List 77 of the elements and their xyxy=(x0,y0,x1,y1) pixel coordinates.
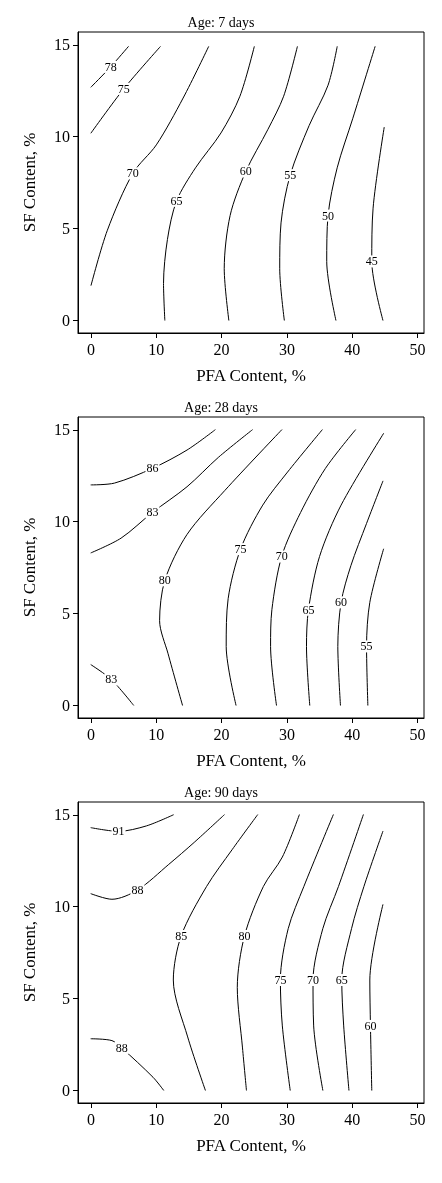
y-tick-label: 5 xyxy=(62,604,70,622)
y-tick-label: 0 xyxy=(62,1081,70,1099)
series-label: 75 xyxy=(234,542,247,557)
y-tick-label: 10 xyxy=(54,128,70,146)
x-tick-label: 40 xyxy=(344,725,361,743)
x-tick-label: 20 xyxy=(213,725,230,743)
y-tick-label: 5 xyxy=(62,219,70,237)
line-series xyxy=(236,814,300,1091)
x-tick-label: 10 xyxy=(148,725,165,743)
series-label: 70 xyxy=(275,549,288,564)
y-tick-label: 15 xyxy=(54,36,70,54)
x-tick-label: 40 xyxy=(344,340,361,358)
series-label: 78 xyxy=(104,59,117,74)
series-label: 85 xyxy=(175,928,188,943)
series-label: 83 xyxy=(146,505,159,520)
series-label: 80 xyxy=(238,928,251,943)
line-series xyxy=(90,429,253,554)
x-tick-label: 50 xyxy=(409,725,426,743)
line-series xyxy=(90,814,225,900)
series-label: 88 xyxy=(131,883,144,898)
series-label: 60 xyxy=(239,164,252,179)
x-tick-label: 0 xyxy=(87,1110,96,1128)
y-tick-label: 5 xyxy=(62,989,70,1007)
series-label: 55 xyxy=(360,639,373,654)
chart-title: Age: 90 days xyxy=(184,784,258,800)
x-tick-label: 20 xyxy=(213,340,230,358)
line-series xyxy=(223,46,298,321)
series-label: 75 xyxy=(117,81,130,96)
line-series xyxy=(279,46,338,321)
series-label: 60 xyxy=(335,595,348,610)
series-label: 70 xyxy=(126,166,139,181)
line-series xyxy=(270,429,356,706)
line-series xyxy=(225,429,323,706)
series-label: 75 xyxy=(274,973,287,988)
x-axis-title: PFA Content, % xyxy=(196,751,306,770)
x-tick-label: 10 xyxy=(148,1110,165,1128)
series-label: 65 xyxy=(335,973,348,988)
x-tick-label: 30 xyxy=(278,340,295,358)
x-tick-label: 20 xyxy=(213,1110,230,1128)
y-axis-title: SF Content, % xyxy=(20,517,39,618)
x-tick-label: 30 xyxy=(278,725,295,743)
chart-title: Age: 7 days xyxy=(187,14,255,30)
x-tick-label: 0 xyxy=(87,340,96,358)
x-tick-label: 30 xyxy=(278,1110,295,1128)
x-tick-label: 10 xyxy=(148,340,165,358)
line-series xyxy=(172,814,259,1091)
x-tick-label: 40 xyxy=(344,1110,361,1128)
series-label: 65 xyxy=(302,602,315,617)
y-axis-title: SF Content, % xyxy=(20,132,39,233)
series-label: 80 xyxy=(158,573,171,588)
y-axis-title: SF Content, % xyxy=(20,902,39,1003)
series-label: 55 xyxy=(284,168,297,183)
series-label: 60 xyxy=(364,1018,377,1033)
y-tick-label: 15 xyxy=(54,421,70,439)
x-tick-label: 50 xyxy=(409,1110,426,1128)
y-tick-label: 0 xyxy=(62,311,70,329)
line-series xyxy=(90,429,216,486)
series-label: 65 xyxy=(170,193,183,208)
series-label: 70 xyxy=(307,973,320,988)
series-label: 50 xyxy=(322,208,335,223)
y-tick-label: 10 xyxy=(54,513,70,531)
x-axis-title: PFA Content, % xyxy=(196,1136,306,1155)
series-label: 91 xyxy=(112,824,125,839)
series-label: 83 xyxy=(105,672,118,687)
y-tick-label: 0 xyxy=(62,696,70,714)
y-tick-label: 10 xyxy=(54,898,70,916)
x-tick-label: 0 xyxy=(87,725,96,743)
x-tick-label: 50 xyxy=(409,340,426,358)
line-series xyxy=(163,46,255,321)
line-series xyxy=(90,1038,165,1091)
series-label: 88 xyxy=(115,1040,128,1055)
y-tick-label: 15 xyxy=(54,806,70,824)
chart-title: Age: 28 days xyxy=(184,399,258,415)
series-label: 86 xyxy=(146,461,159,476)
line-series xyxy=(90,46,210,286)
x-axis-title: PFA Content, % xyxy=(196,366,306,385)
series-label: 45 xyxy=(365,254,378,269)
